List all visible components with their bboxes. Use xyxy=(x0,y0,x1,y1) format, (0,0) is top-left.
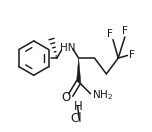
Polygon shape xyxy=(76,58,81,82)
Text: F: F xyxy=(107,29,113,39)
Text: Cl: Cl xyxy=(70,112,82,125)
Text: O: O xyxy=(61,91,71,103)
Text: NH$_2$: NH$_2$ xyxy=(92,88,113,102)
Text: F: F xyxy=(122,26,128,36)
Text: HN: HN xyxy=(60,43,75,53)
Text: H: H xyxy=(74,100,83,113)
Text: F: F xyxy=(129,50,135,60)
